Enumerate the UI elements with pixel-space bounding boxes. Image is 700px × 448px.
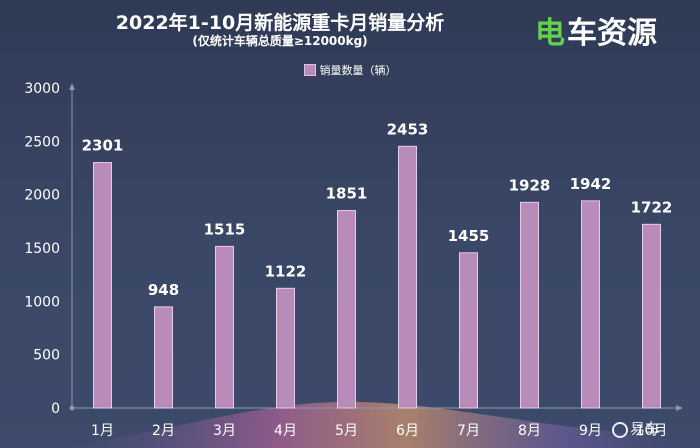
data-label: 1122	[265, 262, 307, 280]
decorative-wave	[60, 401, 690, 448]
watermark: 易车	[612, 418, 660, 439]
x-tick-label: 10月	[636, 423, 668, 439]
y-tick-label: 2500	[24, 134, 60, 150]
bar[interactable]	[398, 145, 417, 409]
data-label: 1942	[570, 175, 612, 193]
bar[interactable]	[520, 201, 539, 409]
bar[interactable]	[581, 200, 600, 409]
x-tick-label: 3月	[213, 423, 236, 439]
bar[interactable]	[215, 245, 234, 409]
x-tick-label: 2月	[152, 423, 175, 439]
data-label: 948	[148, 281, 179, 299]
x-tick-label: 8月	[518, 423, 541, 439]
data-label: 1928	[509, 176, 551, 194]
brand-logo: 电 车资源	[535, 8, 695, 52]
y-tick-label: 1000	[24, 294, 60, 310]
watermark-icon	[612, 421, 628, 438]
logo-text: 车资源	[567, 16, 657, 51]
chart-subtitle: (仅统计车辆总质量≥12000kg)	[192, 34, 368, 48]
y-tick-label: 0	[51, 401, 60, 417]
axis-origin-dot	[69, 405, 75, 411]
bar[interactable]	[459, 252, 478, 409]
x-axis-arrow	[676, 405, 683, 411]
logo-mark: 电	[535, 16, 565, 51]
y-tick-label: 2000	[24, 188, 60, 204]
chart-title: 2022年1-10月新能源重卡月销量分析	[115, 12, 445, 34]
x-tick-label: 1月	[91, 423, 114, 439]
data-label: 2453	[387, 120, 429, 138]
y-axis-arrow	[69, 83, 75, 90]
bar[interactable]	[337, 210, 356, 409]
y-tick-label: 1500	[24, 241, 60, 257]
legend[interactable]: 销量数量（辆）	[0, 62, 700, 78]
x-tick-label: 5月	[335, 423, 358, 439]
x-tick-label: 6月	[396, 423, 419, 439]
axes: 0 500 1000 1500 2000 2500 3000 1月 2月 3月 4月 5月 6月 7月 8月…	[24, 81, 683, 439]
data-label: 1515	[204, 220, 246, 238]
bars	[93, 145, 661, 409]
bar[interactable]	[276, 287, 295, 409]
bar[interactable]	[93, 162, 112, 409]
bar[interactable]	[642, 223, 661, 409]
y-tick-label: 3000	[24, 81, 60, 97]
x-tick-label: 7月	[457, 423, 480, 439]
data-label: 2301	[82, 137, 124, 155]
y-tick-label: 500	[33, 348, 60, 364]
x-tick-label: 4月	[274, 423, 297, 439]
x-tick-label: 9月	[579, 423, 602, 439]
bar[interactable]	[154, 306, 173, 409]
data-label: 1851	[326, 185, 368, 203]
data-label: 1722	[631, 198, 673, 216]
legend-swatch	[303, 64, 316, 76]
data-labels: 2301 948 1515 1122 1851 2453 1455 1928 1942 1722	[82, 120, 673, 299]
legend-label: 销量数量（辆）	[319, 64, 397, 77]
watermark-text: 易车	[630, 420, 661, 438]
data-label: 1455	[448, 227, 490, 245]
